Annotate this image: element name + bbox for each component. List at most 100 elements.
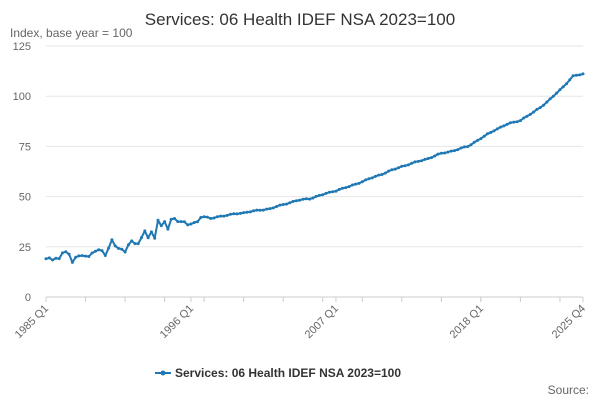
data-point[interactable] [57,257,61,261]
data-point[interactable] [291,199,295,203]
data-point[interactable] [403,164,407,168]
data-point[interactable] [110,238,114,242]
data-point[interactable] [133,242,137,246]
data-point[interactable] [232,212,236,216]
data-point[interactable] [377,173,381,177]
data-point[interactable] [443,151,447,155]
data-point[interactable] [522,116,526,120]
data-point[interactable] [373,174,377,178]
data-point[interactable] [130,239,134,243]
data-point[interactable] [327,190,331,194]
data-point[interactable] [209,217,213,220]
data-point[interactable] [360,180,364,184]
data-point[interactable] [149,230,153,234]
data-point[interactable] [186,223,190,227]
data-point[interactable] [275,205,279,208]
data-point[interactable] [324,191,328,195]
data-point[interactable] [97,248,101,252]
data-point[interactable] [51,258,55,262]
data-point[interactable] [153,236,157,240]
data-point[interactable] [47,256,51,260]
data-point[interactable] [123,250,127,254]
data-point[interactable] [136,242,140,246]
data-point[interactable] [261,208,265,212]
data-point[interactable] [54,256,58,260]
data-point[interactable] [255,208,259,212]
data-point[interactable] [285,202,288,206]
data-point[interactable] [103,254,107,257]
data-point[interactable] [502,124,506,128]
data-point[interactable] [462,145,466,149]
data-point[interactable] [456,148,460,152]
data-point[interactable] [370,176,374,180]
data-point[interactable] [449,149,453,153]
data-point[interactable] [61,251,64,255]
data-point[interactable] [528,112,532,116]
data-point[interactable] [64,250,68,254]
data-point[interactable] [446,150,450,154]
data-point[interactable] [400,164,404,168]
data-point[interactable] [357,181,361,185]
data-point[interactable] [489,130,493,134]
data-point[interactable] [311,196,315,200]
data-point[interactable] [436,152,440,156]
data-point[interactable] [87,255,91,258]
data-point[interactable] [159,224,163,228]
data-point[interactable] [413,160,417,164]
data-point[interactable] [561,85,565,89]
data-point[interactable] [410,161,414,165]
data-point[interactable] [126,243,130,247]
data-point[interactable] [551,94,555,98]
data-point[interactable] [439,151,443,155]
data-point[interactable] [406,163,410,167]
data-point[interactable] [453,149,456,153]
data-point[interactable] [416,159,420,163]
data-point[interactable] [196,220,199,224]
data-point[interactable] [238,211,242,215]
data-point[interactable] [308,197,312,201]
data-point[interactable] [486,132,489,136]
data-point[interactable] [466,145,470,149]
data-point[interactable] [518,119,522,123]
data-point[interactable] [459,146,463,150]
data-point[interactable] [173,217,176,220]
data-point[interactable] [532,110,536,114]
data-point[interactable] [341,186,344,190]
legend[interactable]: Services: 06 Health IDEF NSA 2023=100 [155,366,401,380]
data-point[interactable] [337,188,341,191]
data-point[interactable] [344,186,348,190]
data-point[interactable] [212,216,216,220]
data-point[interactable] [44,257,48,261]
data-point[interactable] [271,206,275,210]
data-point[interactable] [426,157,430,160]
data-point[interactable] [146,236,150,240]
data-point[interactable] [143,229,147,233]
data-point[interactable] [397,166,400,170]
data-point[interactable] [199,216,203,219]
data-point[interactable] [202,215,206,219]
data-point[interactable] [252,209,256,213]
data-point[interactable] [176,220,180,224]
data-point[interactable] [558,88,562,92]
data-point[interactable] [215,215,219,219]
data-point[interactable] [93,249,97,253]
data-point[interactable] [472,140,476,144]
data-point[interactable] [278,203,282,207]
data-point[interactable] [314,194,318,198]
data-point[interactable] [107,246,111,250]
data-point[interactable] [420,159,424,163]
data-point[interactable] [67,252,71,256]
data-point[interactable] [166,227,170,231]
data-point[interactable] [512,120,516,124]
data-point[interactable] [505,122,509,126]
data-point[interactable] [294,199,298,203]
data-point[interactable] [499,125,503,129]
data-point[interactable] [169,217,173,221]
data-point[interactable] [258,208,262,212]
data-point[interactable] [321,193,325,197]
data-point[interactable] [535,107,539,111]
data-point[interactable] [304,197,308,201]
data-point[interactable] [548,97,552,101]
data-point[interactable] [393,167,397,171]
data-point[interactable] [245,210,249,214]
